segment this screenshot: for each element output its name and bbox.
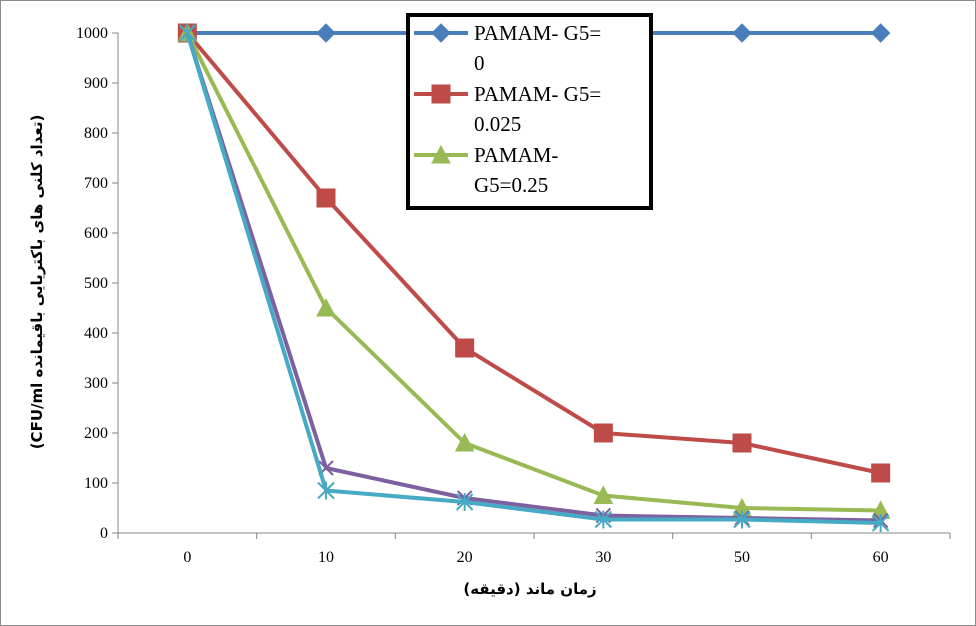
triangle-marker xyxy=(316,297,336,317)
legend-entry: PAMAM- G5= 0.025 xyxy=(414,82,601,136)
x-tick-label: 30 xyxy=(595,549,611,566)
series-line xyxy=(185,32,881,513)
diamond-marker xyxy=(431,23,451,43)
y-tick-label: 400 xyxy=(84,325,108,342)
y-tick-label: 200 xyxy=(84,425,108,442)
triangle-marker xyxy=(593,485,614,504)
legend-label: PAMAM- xyxy=(474,143,558,167)
y-axis-title: (تعداد کلنی های باکتریایی باقیمانده CFU/… xyxy=(28,115,46,450)
y-tick-label: 300 xyxy=(84,375,108,392)
legend-box xyxy=(406,13,653,210)
star-marker xyxy=(455,493,474,511)
legend-entry: PAMAM- G5=0.25 xyxy=(414,143,558,197)
square-marker xyxy=(431,84,451,104)
series-line xyxy=(185,31,882,475)
square-marker xyxy=(871,463,891,483)
star-marker xyxy=(871,514,890,532)
diamond-marker xyxy=(316,23,336,43)
triangle-marker xyxy=(454,432,475,452)
x-tick-label: 50 xyxy=(734,549,750,566)
x-tick-label: 10 xyxy=(318,549,334,566)
y-tick-label: 700 xyxy=(84,175,108,192)
y-tick-label: 800 xyxy=(84,125,108,142)
square-marker xyxy=(732,433,752,453)
y-tick-label: 500 xyxy=(84,275,108,292)
square-marker xyxy=(593,423,613,443)
legend-label: G5=0.25 xyxy=(474,173,548,197)
x-tick-label: 60 xyxy=(873,549,889,566)
x-tick-label: 0 xyxy=(183,549,191,566)
legend-label: PAMAM- G5= xyxy=(474,82,601,106)
y-tick-label: 1000 xyxy=(76,25,108,42)
square-marker xyxy=(316,188,336,208)
y-tick-label: 100 xyxy=(84,475,108,492)
legend-label: PAMAM- G5= xyxy=(474,21,601,45)
legend-label: 0.025 xyxy=(474,112,521,136)
diamond-marker xyxy=(732,23,752,43)
y-tick-label: 900 xyxy=(84,75,108,92)
series-line xyxy=(185,32,881,525)
legend: PAMAM- G5= 0 PAMAM- G5= 0.025 PAMAM- G5=0.25 xyxy=(406,13,653,210)
legend-label: 0 xyxy=(474,51,485,75)
star-marker xyxy=(178,24,197,42)
x-axis-title: زمان ماند (دقیقه) xyxy=(463,580,596,598)
x-tick-label: 20 xyxy=(457,549,473,566)
series-5 xyxy=(178,24,890,532)
triangle-marker xyxy=(431,144,451,164)
star-marker xyxy=(733,510,751,529)
star-marker xyxy=(594,510,613,529)
y-tick-label: 0 xyxy=(100,525,108,542)
star-marker xyxy=(317,481,335,500)
y-tick-label: 600 xyxy=(84,225,108,242)
diamond-marker xyxy=(870,23,891,43)
legend-entry: PAMAM- G5= 0 xyxy=(414,21,601,75)
square-marker xyxy=(455,338,475,358)
